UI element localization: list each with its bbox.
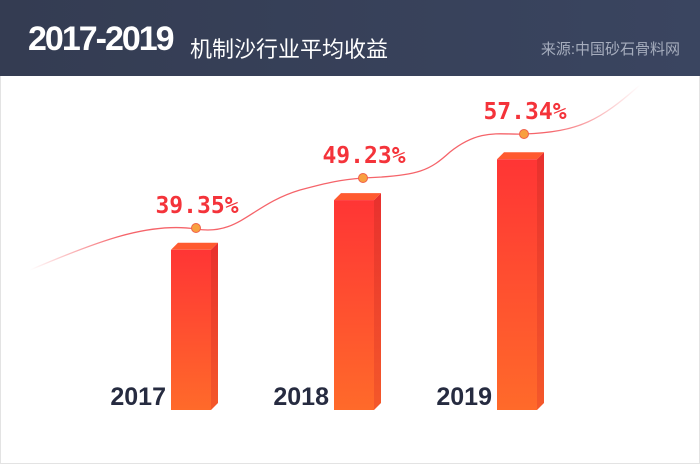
x-tick-label: 2018 <box>273 383 329 411</box>
chart-title: 机制沙行业平均收益 <box>190 37 389 62</box>
bar-side <box>374 193 381 410</box>
bar-top <box>497 152 544 160</box>
data-label: 39.35% <box>155 193 238 219</box>
x-tick-label: 2019 <box>436 383 492 411</box>
bar-top <box>334 193 381 201</box>
data-point <box>358 173 368 183</box>
data-label: 49.23% <box>322 143 405 169</box>
bar-2019 <box>497 159 537 410</box>
data-point <box>191 223 201 233</box>
data-label: 57.34% <box>483 99 566 125</box>
bar-side <box>211 242 218 410</box>
x-tick-label: 2017 <box>110 383 166 411</box>
header: 2017-2019 机制沙行业平均收益 来源:中国砂石骨料网 <box>0 0 700 76</box>
bar-top <box>171 242 218 250</box>
data-point <box>519 129 529 139</box>
bar-2018 <box>334 200 374 410</box>
title-years: 2017-2019 <box>28 20 175 58</box>
bar-side <box>537 152 544 410</box>
source-note: 来源:中国砂石骨料网 <box>540 41 680 58</box>
bar-2017 <box>171 249 211 410</box>
